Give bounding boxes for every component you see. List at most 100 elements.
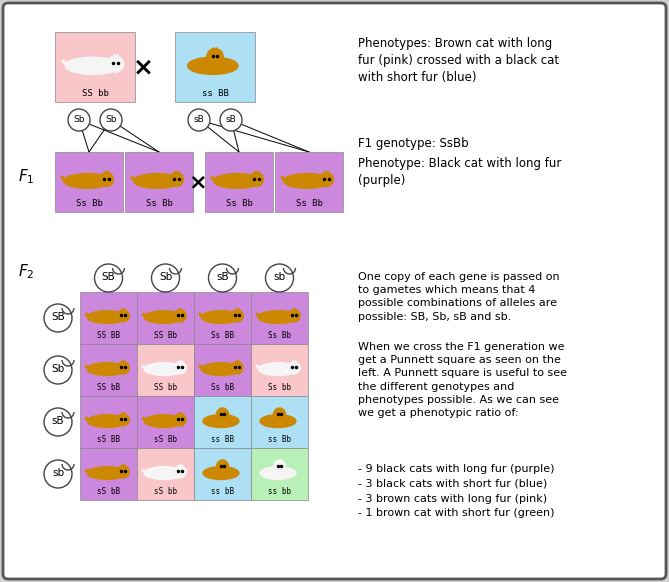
Circle shape [117, 414, 129, 426]
Text: ×: × [189, 172, 207, 192]
Ellipse shape [284, 173, 330, 189]
Polygon shape [120, 360, 124, 364]
Ellipse shape [87, 467, 126, 480]
Ellipse shape [201, 363, 241, 375]
Ellipse shape [145, 311, 184, 324]
FancyBboxPatch shape [125, 152, 193, 212]
Polygon shape [177, 464, 181, 468]
Text: Ss Bb: Ss Bb [225, 199, 252, 208]
Text: sB: sB [225, 115, 236, 125]
Circle shape [44, 408, 72, 436]
Circle shape [44, 304, 72, 332]
Circle shape [216, 408, 229, 420]
Ellipse shape [145, 467, 184, 480]
FancyBboxPatch shape [275, 152, 343, 212]
Polygon shape [108, 171, 110, 176]
Polygon shape [124, 360, 126, 365]
FancyBboxPatch shape [80, 396, 137, 448]
Polygon shape [120, 464, 124, 468]
FancyBboxPatch shape [194, 396, 251, 448]
Polygon shape [124, 308, 126, 313]
Ellipse shape [258, 363, 298, 375]
Text: Ss bb: Ss bb [268, 383, 291, 392]
FancyBboxPatch shape [3, 3, 666, 579]
Ellipse shape [260, 414, 296, 428]
Circle shape [117, 310, 129, 322]
FancyBboxPatch shape [251, 448, 308, 500]
FancyBboxPatch shape [194, 448, 251, 500]
Circle shape [231, 310, 244, 322]
Circle shape [100, 172, 114, 186]
Text: Ss Bb: Ss Bb [268, 331, 291, 340]
Circle shape [174, 310, 186, 322]
Polygon shape [177, 308, 181, 312]
Ellipse shape [145, 363, 184, 375]
Ellipse shape [201, 311, 241, 324]
Text: SS bb: SS bb [154, 383, 177, 392]
Polygon shape [173, 171, 177, 175]
Polygon shape [223, 407, 226, 411]
FancyBboxPatch shape [137, 292, 194, 344]
Ellipse shape [187, 57, 238, 74]
Polygon shape [234, 308, 237, 312]
Circle shape [117, 466, 129, 478]
FancyBboxPatch shape [194, 292, 251, 344]
Text: SS BB: SS BB [97, 331, 120, 340]
FancyBboxPatch shape [175, 32, 255, 102]
Text: Phenotype: Black cat with long fur
(purple): Phenotype: Black cat with long fur (purp… [358, 157, 561, 187]
Polygon shape [253, 171, 257, 175]
Text: ss bB: ss bB [211, 487, 234, 496]
FancyBboxPatch shape [137, 448, 194, 500]
Circle shape [266, 264, 294, 292]
Ellipse shape [260, 467, 296, 480]
Circle shape [250, 172, 264, 186]
Circle shape [274, 460, 286, 473]
Polygon shape [276, 460, 279, 463]
Ellipse shape [87, 311, 126, 324]
Polygon shape [219, 460, 222, 463]
Polygon shape [178, 171, 180, 176]
Text: sB: sB [193, 115, 204, 125]
Ellipse shape [87, 414, 126, 428]
Polygon shape [295, 360, 297, 365]
Polygon shape [238, 308, 240, 313]
Text: sb: sb [52, 468, 64, 478]
Polygon shape [124, 413, 126, 417]
FancyBboxPatch shape [55, 32, 135, 102]
Circle shape [100, 109, 122, 131]
Polygon shape [291, 360, 295, 364]
FancyBboxPatch shape [80, 448, 137, 500]
Text: ss BB: ss BB [201, 89, 228, 98]
Text: Sb: Sb [73, 115, 85, 125]
Polygon shape [177, 360, 181, 364]
Text: sS bb: sS bb [154, 487, 177, 496]
Ellipse shape [203, 467, 239, 480]
Ellipse shape [145, 414, 184, 428]
Text: ss Bb: ss Bb [268, 435, 291, 444]
FancyBboxPatch shape [251, 292, 308, 344]
Text: $F_2$: $F_2$ [18, 262, 34, 281]
Polygon shape [216, 48, 220, 52]
Text: Sb: Sb [105, 115, 117, 125]
Circle shape [188, 109, 210, 131]
Polygon shape [280, 460, 283, 463]
Text: - 9 black cats with long fur (purple)
- 3 black cats with short fur (blue)
- 3 b: - 9 black cats with long fur (purple) - … [358, 464, 555, 519]
Circle shape [207, 48, 223, 65]
Polygon shape [238, 360, 240, 365]
Polygon shape [181, 360, 183, 365]
Ellipse shape [134, 173, 181, 189]
Polygon shape [124, 464, 126, 469]
Polygon shape [219, 407, 222, 411]
Text: sS Bb: sS Bb [154, 435, 177, 444]
Text: sB: sB [52, 416, 64, 426]
Ellipse shape [258, 311, 298, 324]
Text: sb: sb [274, 272, 286, 282]
Text: SS bB: SS bB [97, 383, 120, 392]
FancyBboxPatch shape [80, 344, 137, 396]
FancyBboxPatch shape [55, 152, 123, 212]
Polygon shape [112, 54, 116, 59]
Text: SB: SB [51, 312, 65, 322]
Text: sB: sB [216, 272, 229, 282]
Polygon shape [223, 460, 226, 463]
Text: $F_1$: $F_1$ [18, 168, 35, 186]
